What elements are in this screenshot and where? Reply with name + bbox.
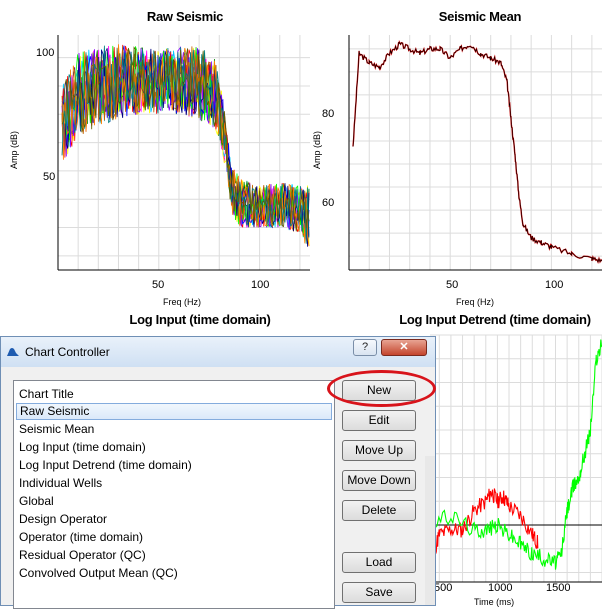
dialog-title: Chart Controller [25, 345, 110, 359]
detrend-xlabel: Time (ms) [474, 597, 515, 607]
detrend-xtick-500: 500 [434, 582, 453, 594]
raw-seismic-chart [57, 35, 310, 271]
list-item[interactable]: Global [19, 494, 54, 508]
chart-title-log-input: Log Input (time domain) [129, 312, 271, 327]
seismic-mean-ylabel: Amp (dB) [312, 130, 323, 170]
chart-title-log-input-detrend: Log Input Detrend (time domain) [399, 312, 591, 327]
new-button-highlight-oval [327, 370, 436, 407]
raw-seismic-ytick-100: 100 [36, 47, 55, 59]
list-item[interactable]: Raw Seismic [16, 403, 332, 420]
list-item[interactable]: Convolved Output Mean (QC) [19, 566, 178, 580]
save-button[interactable]: Save [342, 582, 416, 603]
list-item[interactable]: Residual Operator (QC) [19, 548, 146, 562]
seismic-mean-ytick-80: 80 [322, 108, 335, 120]
seismic-mean-chart [348, 35, 602, 271]
seismic-mean-xtick-50: 50 [446, 279, 459, 291]
delete-button[interactable]: Delete [342, 500, 416, 521]
list-item[interactable]: Log Input (time domain) [19, 440, 146, 454]
dialog-titlebar[interactable]: Chart Controller ? ✕ [1, 337, 435, 367]
load-button[interactable]: Load [342, 552, 416, 573]
raw-seismic-xlabel: Freq (Hz) [163, 297, 201, 307]
seismic-mean-ytick-60: 60 [322, 197, 335, 209]
raw-seismic-ytick-50: 50 [43, 171, 56, 183]
log-input-detrend-chart [430, 334, 602, 583]
close-button[interactable]: ✕ [381, 339, 427, 356]
list-item[interactable]: Design Operator [19, 512, 108, 526]
chart-title-seismic-mean: Seismic Mean [438, 9, 522, 24]
list-item[interactable]: Operator (time domain) [19, 530, 144, 544]
raw-seismic-trace [61, 46, 310, 232]
chart-controller-dialog: Chart Controller ? ✕ Chart Title Raw Sei… [0, 336, 436, 609]
list-header: Chart Title [19, 387, 74, 401]
move-down-button[interactable]: Move Down [342, 470, 416, 491]
edit-button[interactable]: Edit [342, 410, 416, 431]
seismic-mean-line-red [352, 39, 602, 264]
move-up-button[interactable]: Move Up [342, 440, 416, 461]
app-icon [7, 348, 19, 356]
help-button[interactable]: ? [353, 339, 377, 356]
seismic-mean-line [352, 41, 602, 263]
seismic-mean-xtick-100: 100 [545, 279, 564, 291]
seismic-mean-xlabel: Freq (Hz) [456, 297, 494, 307]
chart-title-raw-seismic: Raw Seismic [146, 9, 224, 24]
raw-seismic-xtick-100: 100 [251, 279, 270, 291]
raw-seismic-xtick-50: 50 [152, 279, 165, 291]
detrend-series-green [430, 339, 602, 570]
list-item[interactable]: Individual Wells [19, 476, 103, 490]
list-item[interactable]: Log Input Detrend (time domain) [19, 458, 192, 472]
list-item[interactable]: Seismic Mean [19, 422, 95, 436]
raw-seismic-trace [61, 45, 310, 244]
detrend-series-red [430, 488, 539, 558]
detrend-xtick-1500: 1500 [546, 582, 571, 594]
chart-title-list[interactable]: Chart Title Raw Seismic Seismic Mean Log I… [13, 380, 335, 609]
detrend-xtick-1000: 1000 [488, 582, 513, 594]
dialog-scrollbar[interactable] [425, 456, 435, 605]
